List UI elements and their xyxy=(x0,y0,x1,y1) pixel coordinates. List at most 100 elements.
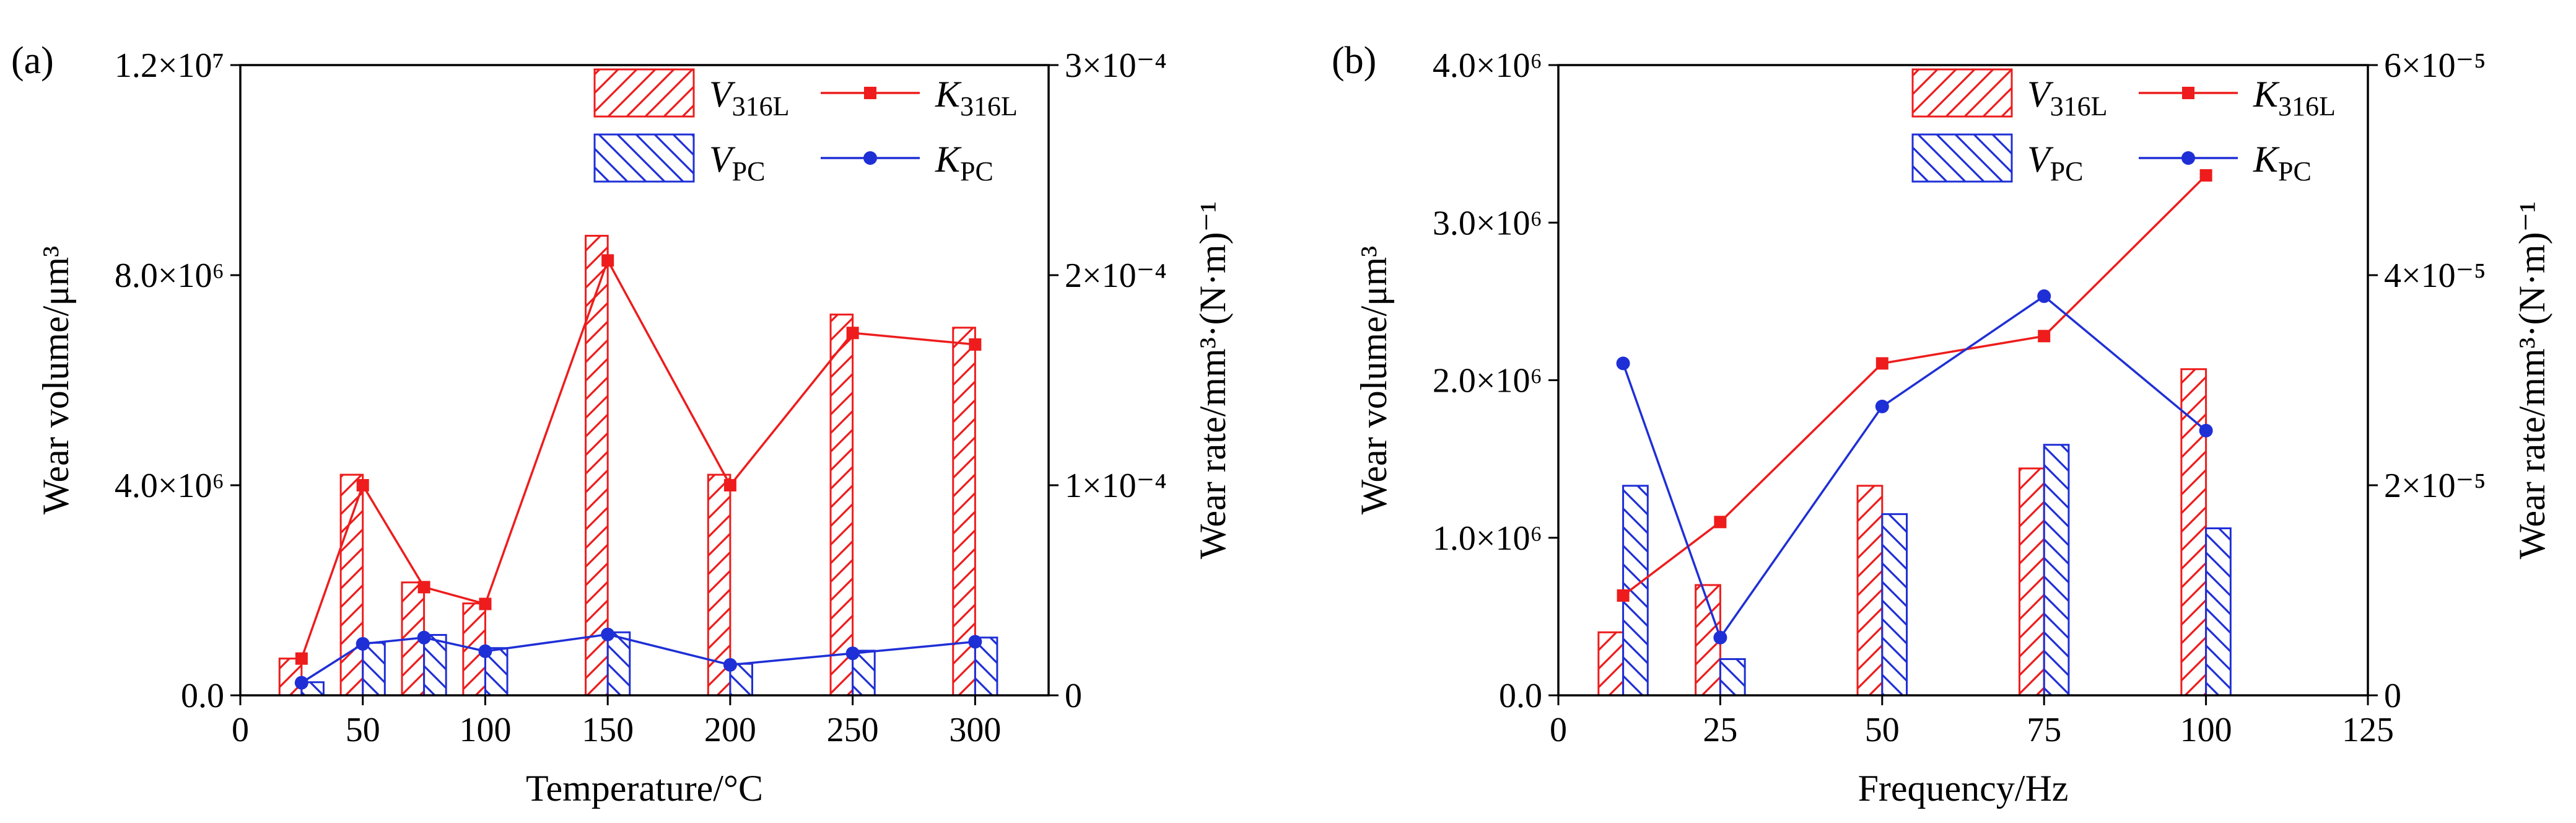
y-tick-label: 2.0×10⁶ xyxy=(1433,362,1542,400)
point-KPC-75 xyxy=(417,630,431,645)
bar-V316L-50 xyxy=(1856,485,1884,697)
bar-VPC-50 xyxy=(362,641,386,697)
bar-VPC-75 xyxy=(2043,444,2070,697)
point-K316L-25 xyxy=(1714,516,1727,529)
line-KPC xyxy=(300,633,976,684)
bar-V316L-50 xyxy=(339,473,364,697)
legend-main: V xyxy=(2027,74,2054,115)
point-KPC-25 xyxy=(294,676,308,690)
y-tick-label: 1.0×10⁶ xyxy=(1433,519,1542,558)
legend-sub: 316L xyxy=(2278,91,2336,121)
legend-marker-K316L xyxy=(2182,87,2194,99)
y2-tick-label: 6×10⁻⁵ xyxy=(2384,46,2486,85)
point-KPC-50 xyxy=(1875,399,1889,413)
point-KPC-25 xyxy=(1713,630,1727,645)
point-KPC-150 xyxy=(601,627,615,641)
y-tick-label: 8.0×10⁶ xyxy=(115,257,224,295)
point-K316L-75 xyxy=(2038,330,2051,343)
point-KPC-100 xyxy=(2199,423,2213,438)
panel-label: (b) xyxy=(1332,40,1376,82)
x-tick-label: 50 xyxy=(1865,711,1900,749)
y-tick-label: 0.0 xyxy=(181,677,224,715)
bar-VPC-50 xyxy=(1881,513,1908,697)
legend-main: K xyxy=(2253,139,2280,180)
point-KPC-10 xyxy=(1616,356,1630,371)
x-axis-title: Frequency/Hz xyxy=(1858,768,2069,809)
point-K316L-200 xyxy=(723,479,736,491)
y2-axis-title: Wear rate/mm³·(N·m)⁻¹ xyxy=(2512,201,2552,560)
x-tick-label: 100 xyxy=(459,711,511,749)
x-tick-label: 0 xyxy=(232,711,249,749)
legend-label-KPC: KPC xyxy=(2253,139,2312,187)
x-axis-title: Temperature/°C xyxy=(526,768,763,809)
point-K316L-75 xyxy=(417,581,430,594)
bar-VPC-25 xyxy=(1719,658,1746,697)
point-K316L-25 xyxy=(295,652,308,665)
legend-label-K316L: K316L xyxy=(2253,74,2336,121)
legend-sub: PC xyxy=(2050,156,2084,187)
point-KPC-50 xyxy=(356,636,370,651)
legend-sub: PC xyxy=(732,156,766,187)
legend-swatch-V316L xyxy=(593,68,695,118)
bar-V316L-100 xyxy=(2180,368,2207,697)
legend-main: K xyxy=(935,74,962,115)
bar-V316L-250 xyxy=(829,314,854,697)
legend-main: K xyxy=(935,139,962,180)
x-tick-label: 0 xyxy=(1550,711,1567,749)
y-tick-label: 4.0×10⁶ xyxy=(1433,46,1542,85)
x-tick-label: 75 xyxy=(2027,711,2061,749)
y2-tick-label: 2×10⁻⁴ xyxy=(1065,257,1167,295)
x-tick-label: 125 xyxy=(2342,711,2394,749)
point-KPC-300 xyxy=(968,635,982,649)
x-tick-label: 250 xyxy=(827,711,879,749)
x-tick-label: 200 xyxy=(704,711,756,749)
legend-sub: PC xyxy=(960,156,993,187)
point-KPC-75 xyxy=(2037,289,2051,303)
legend-main: K xyxy=(2253,74,2280,115)
plot-frame xyxy=(239,64,1050,697)
point-KPC-200 xyxy=(723,658,737,672)
legend-sub: 316L xyxy=(732,91,790,121)
legend-label-V316L: V316L xyxy=(2027,74,2108,121)
legend-swatch-VPC xyxy=(593,133,695,183)
y2-axis-title: Wear rate/mm³·(N·m)⁻¹ xyxy=(1192,201,1233,560)
y-tick-label: 4.0×10⁶ xyxy=(115,467,224,505)
point-K316L-50 xyxy=(356,479,369,491)
x-tick-label: 25 xyxy=(1703,711,1737,749)
legend-swatch-VPC xyxy=(1911,133,2013,183)
chart-panel-a: 0 50 100 150 200 250 300 0.0 4.0×10⁶ 8.0×10⁶ 1.2×1… xyxy=(11,40,1233,809)
legend-label-KPC: KPC xyxy=(935,139,993,187)
legend-label-V316L: V316L xyxy=(709,74,790,121)
panel-label: (a) xyxy=(11,40,54,82)
line-K316L xyxy=(300,257,976,659)
legend-sub: 316L xyxy=(2050,91,2108,121)
legend-sub: PC xyxy=(2278,156,2312,187)
y-axis-title: Wear volume/μm³ xyxy=(1353,246,1394,515)
legend-main: V xyxy=(709,74,736,115)
legend-marker-K316L xyxy=(864,87,876,99)
bar-V316L-150 xyxy=(585,234,609,697)
bar-VPC-150 xyxy=(606,631,631,697)
point-K316L-10 xyxy=(1617,589,1630,602)
y-axis-title: Wear volume/μm³ xyxy=(35,246,76,515)
x-tick-label: 150 xyxy=(582,711,634,749)
x-tick-label: 100 xyxy=(2180,711,2232,749)
y-tick-label: 0.0 xyxy=(1499,677,1542,715)
bar-V316L-75 xyxy=(2018,467,2045,697)
point-K316L-50 xyxy=(1875,357,1888,370)
bar-VPC-75 xyxy=(423,634,447,697)
legend-main: V xyxy=(2027,139,2054,180)
y-tick-label: 3.0×10⁶ xyxy=(1433,204,1542,242)
y2-tick-label: 4×10⁻⁵ xyxy=(2384,257,2486,295)
y2-tick-label: 0 xyxy=(1065,677,1082,715)
point-KPC-100 xyxy=(478,644,492,658)
point-K316L-300 xyxy=(969,338,982,351)
y2-tick-label: 0 xyxy=(2384,677,2401,715)
legend-label-K316L: K316L xyxy=(935,74,1018,121)
x-tick-label: 300 xyxy=(949,711,1001,749)
point-K316L-100 xyxy=(479,597,492,610)
chart-panel-b: 0 25 50 75 100 125 0.0 1.0×10⁶ 2.0×10⁶ 3.0×10⁶ 4.0… xyxy=(1332,40,2552,809)
point-KPC-250 xyxy=(845,646,860,661)
